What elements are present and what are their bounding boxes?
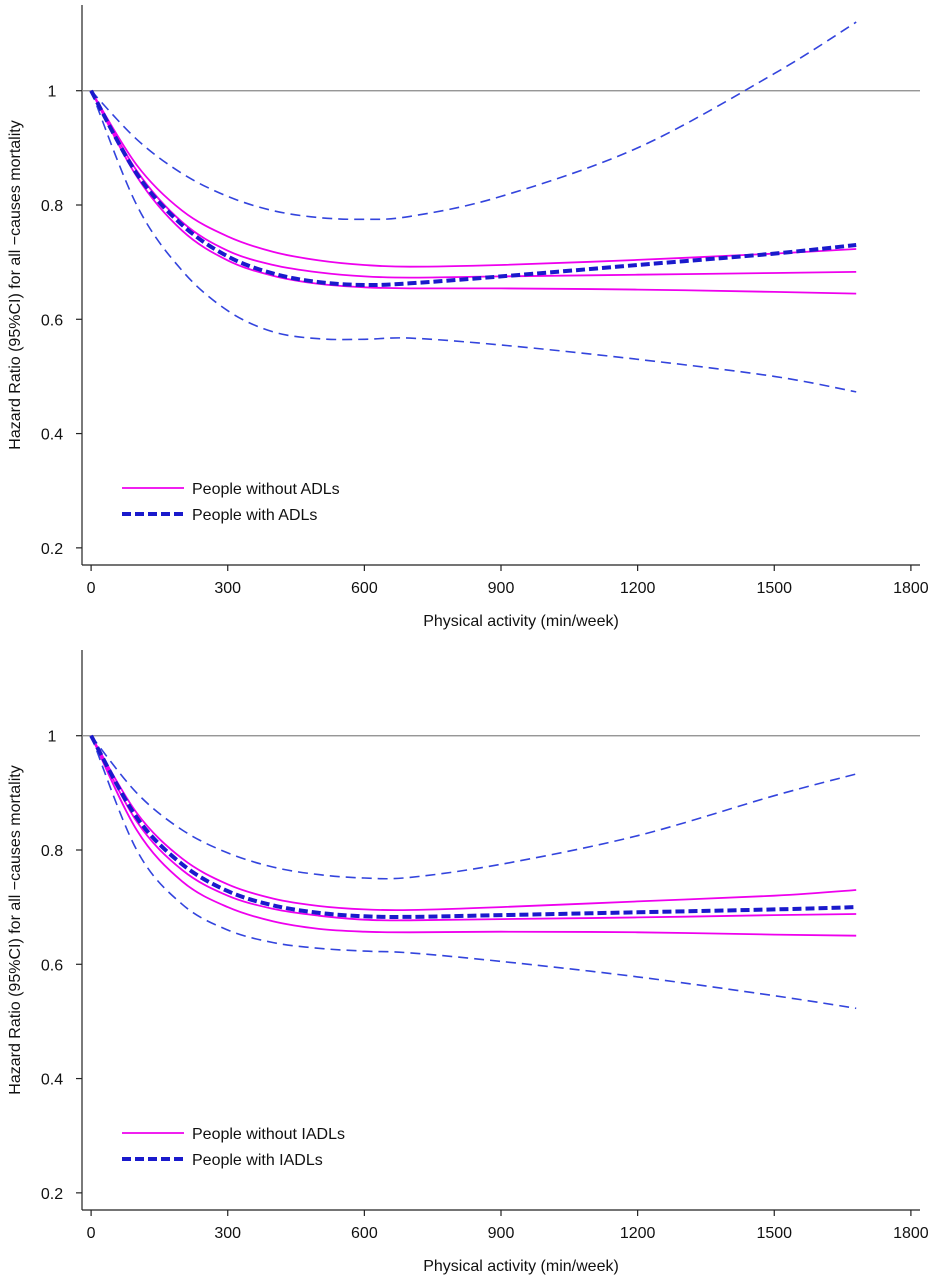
series-line-without-upper [90,735,857,912]
y-tick-label: 0.6 [41,957,63,974]
x-tick-label: 1800 [893,1225,929,1242]
x-tick-label: 1200 [620,1225,656,1242]
legend-label: People without IADLs [192,1126,345,1143]
series-line-with-lower [90,735,857,1010]
series-line-without-lower [90,735,857,937]
chart-iadls: 0.2 0.4 0.6 0.8 1 0 300 600 900 1200 1500 1800 Physi… [7,650,929,1275]
y-tick-label: 1 [48,84,57,101]
y-tick-label: 0.2 [41,541,63,558]
series-line-with-estimate [89,89,857,288]
x-tick-label: 300 [214,580,241,597]
y-tick-label: 0.4 [41,427,63,444]
y-tick-label: 0.8 [41,198,63,215]
series-line-without-estimate [90,90,857,279]
x-tick-label: 1500 [756,580,792,597]
x-tick-label: 0 [87,580,96,597]
y-tick-label: 0.2 [41,1186,63,1203]
legend-label: People with ADLs [192,507,317,524]
y-tick-label: 0.4 [41,1072,63,1089]
x-tick-label: 300 [214,1225,241,1242]
series-line-with-upper [90,21,857,221]
x-axis-title: Physical activity (min/week) [423,613,619,630]
y-tick-label: 0.8 [41,843,63,860]
series-line-without-lower [90,90,857,295]
x-tick-label: 900 [488,1225,515,1242]
y-tick-label: 1 [48,729,57,746]
x-tick-label: 900 [488,580,515,597]
x-tick-label: 1500 [756,1225,792,1242]
x-tick-label: 600 [351,1225,378,1242]
series-line-with-estimate [89,734,857,919]
chart-adls: 0.2 0.4 0.6 0.8 1 0 300 600 900 1200 1500 1800 Physi… [7,5,929,630]
chart-panel-iadls: 0.2 0.4 0.6 0.8 1 0 300 600 900 1200 1500 1800 Physi… [0,645,930,1285]
series-line-without-estimate [90,735,857,922]
legend-label: People without ADLs [192,481,340,498]
series-line-without-upper [90,90,857,268]
series-line-with-upper [90,735,857,880]
y-axis-title: Hazard Ratio (95%CI) for all −causes mor… [7,120,24,449]
x-tick-label: 600 [351,580,378,597]
y-axis-title: Hazard Ratio (95%CI) for all −causes mor… [7,765,24,1094]
y-tick-label: 0.6 [41,312,63,329]
legend-label: People with IADLs [192,1152,323,1169]
x-tick-label: 1800 [893,580,929,597]
x-tick-label: 0 [87,1225,96,1242]
series-line-with-lower [90,90,857,393]
chart-panel-adls: 0.2 0.4 0.6 0.8 1 0 300 600 900 1200 1500 1800 Physi… [0,0,930,640]
x-axis-title: Physical activity (min/week) [423,1258,619,1275]
x-tick-label: 1200 [620,580,656,597]
